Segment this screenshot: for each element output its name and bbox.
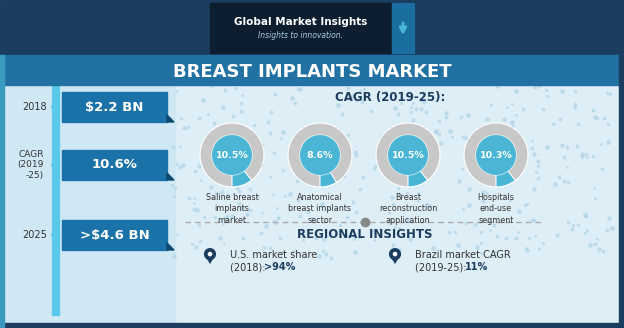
Text: CAGR (2019-25):: CAGR (2019-25): <box>335 92 445 105</box>
Text: Insights to innovation.: Insights to innovation. <box>258 31 343 40</box>
Text: 10.6%: 10.6% <box>92 158 137 172</box>
Bar <box>210 3 414 53</box>
Circle shape <box>300 135 340 175</box>
Polygon shape <box>167 115 174 122</box>
Wedge shape <box>232 171 251 187</box>
Text: BREAST IMPLANTS MARKET: BREAST IMPLANTS MARKET <box>173 63 451 81</box>
Polygon shape <box>167 173 174 180</box>
Wedge shape <box>288 123 352 187</box>
Bar <box>62 220 167 250</box>
Text: (2019-25):: (2019-25): <box>415 262 470 272</box>
Wedge shape <box>464 123 528 187</box>
Text: U.S. market share: U.S. market share <box>230 250 317 260</box>
Text: Saline breast
implants
market: Saline breast implants market <box>206 193 258 225</box>
Polygon shape <box>204 254 216 264</box>
Bar <box>52 85 59 315</box>
Text: Global Market Insights: Global Market Insights <box>235 17 368 27</box>
Bar <box>0 55 4 328</box>
Bar <box>0 55 624 85</box>
Bar <box>0 0 624 55</box>
Text: 10.5%: 10.5% <box>392 151 424 159</box>
Wedge shape <box>376 123 440 187</box>
Text: 11%: 11% <box>465 262 488 272</box>
Bar <box>62 92 167 122</box>
Text: Breast
reconstruction
application: Breast reconstruction application <box>379 193 437 225</box>
Polygon shape <box>167 243 174 250</box>
Circle shape <box>392 252 397 256</box>
Bar <box>392 3 414 53</box>
Circle shape <box>476 135 516 175</box>
Bar <box>619 55 624 328</box>
Text: 2018: 2018 <box>22 102 47 112</box>
Text: 8.6%: 8.6% <box>307 151 333 159</box>
Polygon shape <box>389 254 401 264</box>
Text: >94%: >94% <box>264 262 295 272</box>
Bar <box>0 323 624 328</box>
Bar <box>62 150 167 180</box>
Text: >$4.6 BN: >$4.6 BN <box>80 229 149 241</box>
Bar <box>0 60 175 328</box>
Text: Anatomical
breast implants
sector: Anatomical breast implants sector <box>288 193 351 225</box>
Text: Brazil market CAGR: Brazil market CAGR <box>415 250 511 260</box>
Text: 10.3%: 10.3% <box>480 151 512 159</box>
Text: (2018):: (2018): <box>230 262 268 272</box>
Wedge shape <box>496 171 515 187</box>
Wedge shape <box>200 123 264 187</box>
Wedge shape <box>408 171 427 187</box>
Text: REGIONAL INSIGHTS: REGIONAL INSIGHTS <box>297 229 433 241</box>
Text: CAGR
(2019
-25): CAGR (2019 -25) <box>17 150 44 180</box>
Circle shape <box>204 248 216 260</box>
Text: 10.5%: 10.5% <box>216 151 248 159</box>
Circle shape <box>389 248 401 260</box>
Text: 2025: 2025 <box>22 230 47 240</box>
Circle shape <box>212 135 252 175</box>
Wedge shape <box>320 172 336 187</box>
Text: Hospitals
end-use
segment: Hospitals end-use segment <box>477 193 514 225</box>
Text: $2.2 BN: $2.2 BN <box>85 100 144 113</box>
Circle shape <box>388 135 428 175</box>
Circle shape <box>208 252 212 256</box>
